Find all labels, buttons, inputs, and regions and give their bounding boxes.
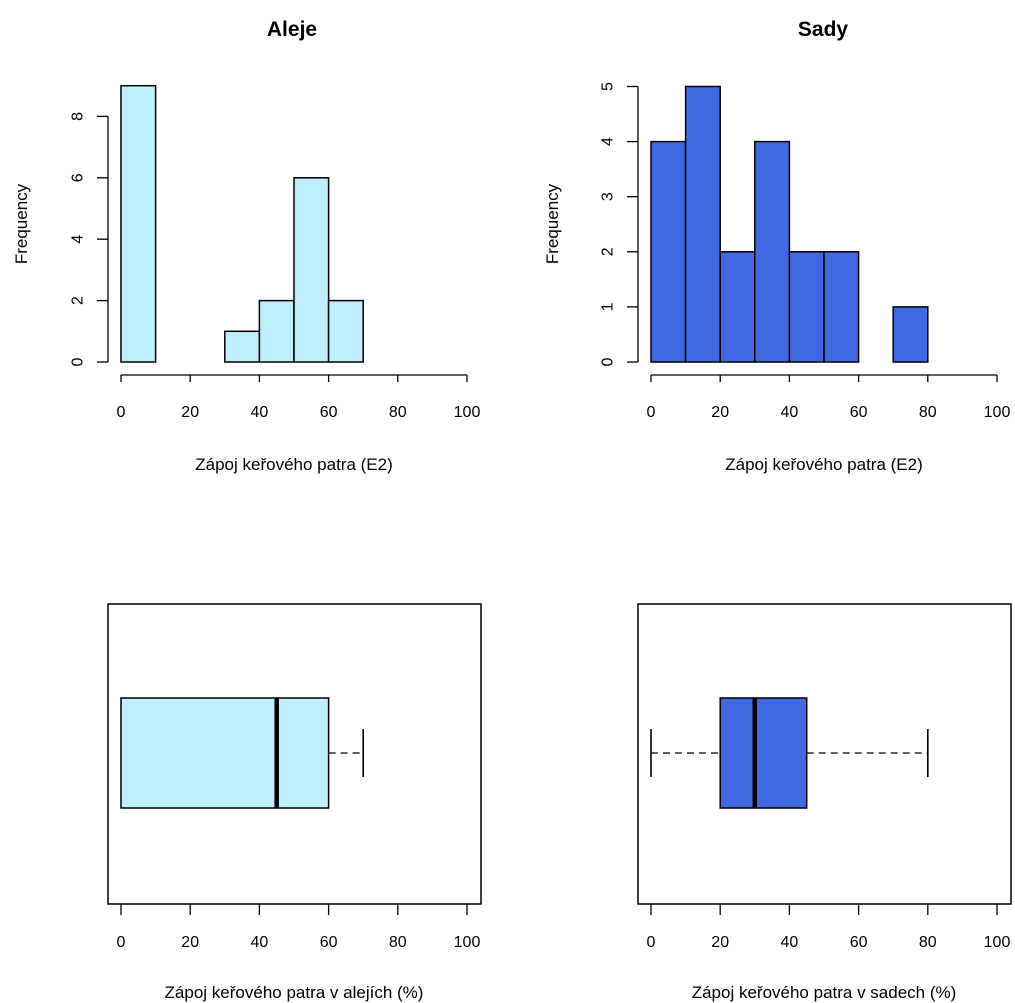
y-tick-label: 6 bbox=[70, 173, 87, 182]
x-tick-label: 0 bbox=[647, 934, 656, 951]
boxplot-aleje-panel: Zápoj keřového patra v alejích (%) 0 20 40… bbox=[107, 603, 482, 1002]
x-axis-label: Zápoj keřového patra (E2) bbox=[725, 455, 923, 474]
histogram-bar bbox=[684, 85, 721, 363]
histogram-bar bbox=[120, 84, 157, 363]
histogram-bar bbox=[788, 251, 825, 363]
y-tick-label: 1 bbox=[600, 302, 617, 311]
x-tick-label: 20 bbox=[711, 934, 729, 951]
x-tick-label: 40 bbox=[781, 934, 799, 951]
y-tick-label: 4 bbox=[70, 235, 87, 244]
x-axis-label: Zápoj keřového patra v alejích (%) bbox=[165, 983, 424, 1002]
x-tick-label: 60 bbox=[850, 934, 868, 951]
x-tick-label: 40 bbox=[251, 934, 269, 951]
x-tick-label: 0 bbox=[117, 404, 126, 421]
x-tick-label: 60 bbox=[850, 404, 868, 421]
x-tick-label: 60 bbox=[320, 934, 338, 951]
y-tick-label: 8 bbox=[70, 112, 87, 121]
histogram-bar bbox=[719, 251, 756, 363]
x-tick-label: 100 bbox=[454, 404, 481, 421]
boxplot-sady-panel: Zápoj keřového patra v sadech (%) 0 20 40 6… bbox=[637, 603, 1012, 1002]
x-tick-label: 20 bbox=[181, 934, 199, 951]
x-tick-label: 20 bbox=[711, 404, 729, 421]
y-tick-label: 2 bbox=[600, 247, 617, 256]
chart-title: Sady bbox=[798, 18, 849, 41]
x-tick-label: 80 bbox=[389, 934, 407, 951]
box-iqr bbox=[120, 697, 330, 809]
histogram-aleje-panel: Aleje Zápoj keřového patra (E2) Frequenc… bbox=[12, 18, 480, 474]
histogram-bar bbox=[892, 306, 929, 363]
chart-title: Aleje bbox=[267, 18, 317, 41]
histogram-sady-panel: Sady Zápoj keřového patra (E2) Frequency… bbox=[543, 18, 1010, 474]
x-axis-label: Zápoj keřového patra v sadech (%) bbox=[692, 983, 957, 1002]
y-tick-label: 3 bbox=[600, 192, 617, 201]
x-tick-label: 0 bbox=[647, 404, 656, 421]
y-tick-label: 2 bbox=[70, 296, 87, 305]
x-tick-label: 40 bbox=[781, 404, 799, 421]
x-tick-label: 40 bbox=[251, 404, 269, 421]
histogram-bar bbox=[650, 140, 687, 363]
box-iqr bbox=[719, 697, 808, 809]
histogram-bar bbox=[293, 177, 330, 363]
plot-frame bbox=[107, 603, 482, 905]
x-tick-label: 80 bbox=[919, 934, 937, 951]
histogram-bar bbox=[754, 140, 791, 363]
x-tick-label: 80 bbox=[919, 404, 937, 421]
x-tick-label: 100 bbox=[984, 934, 1011, 951]
x-tick-label: 60 bbox=[320, 404, 338, 421]
x-tick-label: 100 bbox=[984, 404, 1011, 421]
histogram-bar bbox=[224, 330, 261, 363]
y-tick-label: 0 bbox=[600, 357, 617, 366]
x-axis-label: Zápoj keřového patra (E2) bbox=[195, 455, 393, 474]
x-tick-label: 100 bbox=[454, 934, 481, 951]
y-tick-label: 5 bbox=[600, 82, 617, 91]
y-tick-label: 0 bbox=[70, 357, 87, 366]
y-tick-label: 4 bbox=[600, 137, 617, 146]
y-axis-label: Frequency bbox=[543, 183, 562, 264]
plot-frame bbox=[637, 603, 1012, 905]
histogram-bar bbox=[258, 299, 295, 363]
x-tick-label: 80 bbox=[389, 404, 407, 421]
x-tick-label: 0 bbox=[117, 934, 126, 951]
x-tick-label: 20 bbox=[181, 404, 199, 421]
histogram-bar bbox=[823, 251, 860, 363]
y-axis-label: Frequency bbox=[12, 183, 31, 264]
histogram-bar bbox=[327, 299, 364, 363]
